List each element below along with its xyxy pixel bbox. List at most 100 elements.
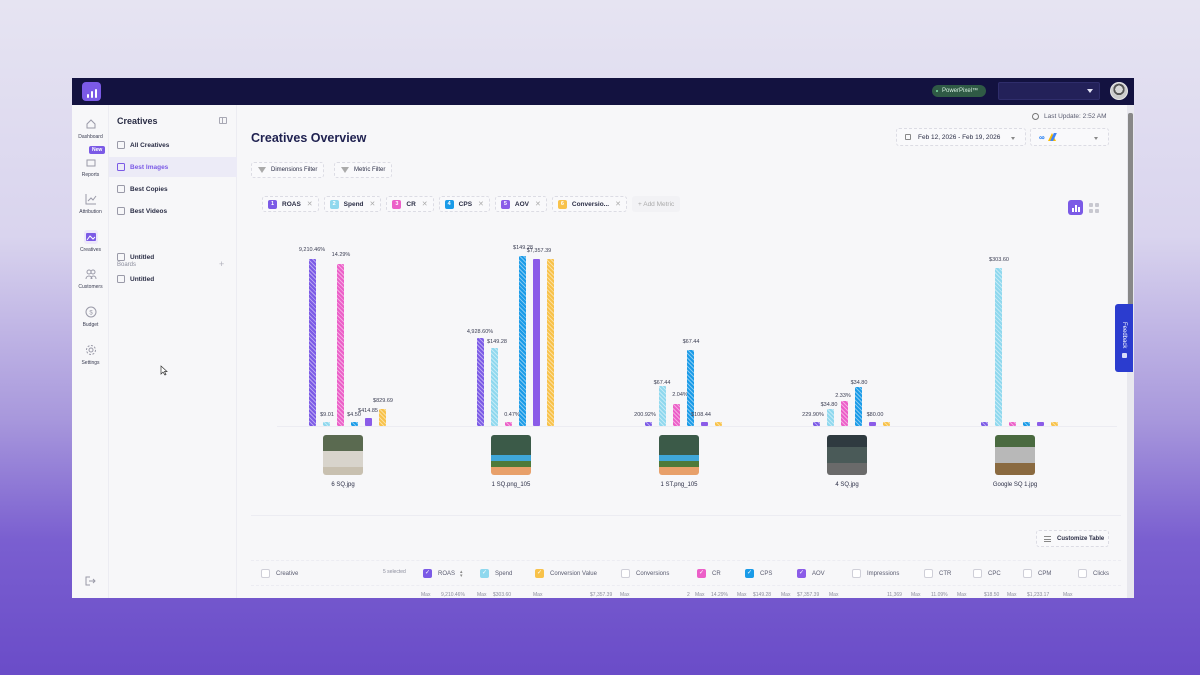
remove-metric-icon[interactable]: ✕ xyxy=(306,201,313,208)
remove-metric-icon[interactable]: ✕ xyxy=(478,201,484,208)
column-creative[interactable]: Creative xyxy=(261,569,298,578)
column-checkbox[interactable] xyxy=(924,569,933,578)
bar-cps[interactable] xyxy=(1023,422,1030,426)
rail-item-settings[interactable]: Settings xyxy=(72,343,109,366)
bar-cps[interactable] xyxy=(519,256,526,426)
column-checkbox[interactable] xyxy=(621,569,630,578)
subnav-item-best-copies[interactable]: Best Copies xyxy=(109,179,237,199)
bar-spend[interactable] xyxy=(659,386,666,426)
column-checkbox[interactable]: ✓ xyxy=(480,569,489,578)
bar-cr[interactable] xyxy=(1009,422,1016,426)
bar-cps[interactable] xyxy=(687,350,694,426)
bar-aov[interactable] xyxy=(701,422,708,426)
chart-group[interactable]: 229.90% $34.80 2.33% $34.80 $80.00 4 SQ.… xyxy=(802,235,923,515)
platform-selector[interactable]: ∞ xyxy=(1030,128,1109,146)
subnav-item-best-images[interactable]: Best Images xyxy=(109,157,237,177)
bar-cps[interactable] xyxy=(351,422,358,426)
column-checkbox[interactable]: ✓ xyxy=(535,569,544,578)
logo-icon[interactable] xyxy=(82,82,101,101)
remove-metric-icon[interactable]: ✕ xyxy=(535,201,541,208)
bar-conversion-value[interactable] xyxy=(547,259,554,426)
column-cps[interactable]: ✓ CPS xyxy=(745,569,772,578)
bar-cps[interactable] xyxy=(855,387,862,426)
metric-chip-cr[interactable]: 3 CR ✕ xyxy=(386,196,434,212)
rail-item-customers[interactable]: Customers xyxy=(72,267,109,290)
remove-metric-icon[interactable]: ✕ xyxy=(615,201,621,208)
metric-filter-button[interactable]: Metric Filter xyxy=(334,162,393,178)
bar-aov[interactable] xyxy=(365,418,372,426)
creative-thumbnail[interactable] xyxy=(827,435,867,475)
dimensions-filter-button[interactable]: Dimensions Filter xyxy=(251,162,325,178)
bar-chart-view-button[interactable] xyxy=(1068,200,1083,215)
add-metric-button[interactable]: + Add Metric xyxy=(631,196,681,212)
bar-roas[interactable] xyxy=(645,422,652,426)
column-conversions[interactable]: Conversions xyxy=(621,569,669,578)
rail-item-attribution[interactable]: Attribution xyxy=(72,192,109,215)
bar-spend[interactable] xyxy=(995,268,1002,426)
column-conversion-value[interactable]: ✓ Conversion Value xyxy=(535,569,597,578)
select-all-checkbox[interactable] xyxy=(261,569,270,578)
column-spend[interactable]: ✓ Spend xyxy=(480,569,512,578)
rail-item-reports[interactable]: New Reports xyxy=(72,146,109,178)
column-impressions[interactable]: Impressions xyxy=(852,569,899,578)
bar-conversion-value[interactable] xyxy=(715,422,722,426)
rail-item-dashboard[interactable]: Dashboard xyxy=(72,117,109,140)
column-aov[interactable]: ✓ AOV xyxy=(797,569,825,578)
bar-cr[interactable] xyxy=(337,264,344,426)
metric-chip-aov[interactable]: 5 AOV ✕ xyxy=(494,196,547,212)
sort-icon[interactable]: ▴ ▾ xyxy=(460,568,463,579)
bar-roas[interactable] xyxy=(309,259,316,426)
chart-group[interactable]: 4,928.60% $149.28 0.47% $149.28 $7,357.3… xyxy=(467,235,587,515)
creative-thumbnail[interactable] xyxy=(491,435,531,475)
bar-roas[interactable] xyxy=(813,422,820,426)
chart-group[interactable]: 9,210.46% $9.01 14.29% $4.50 $414.85 $82… xyxy=(299,235,419,515)
subnav-item-all-creatives[interactable]: All Creatives xyxy=(109,135,237,155)
date-range-picker[interactable]: Feb 12, 2026 - Feb 19, 2026 xyxy=(896,128,1026,146)
rail-item-creatives[interactable]: Creatives xyxy=(72,230,109,253)
grid-view-button[interactable] xyxy=(1086,200,1101,215)
metric-chip-spend[interactable]: 2 Spend ✕ xyxy=(323,196,382,212)
column-ctr[interactable]: CTR xyxy=(924,569,951,578)
column-checkbox[interactable]: ✓ xyxy=(745,569,754,578)
user-avatar[interactable] xyxy=(1110,82,1128,100)
bar-conversion-value[interactable] xyxy=(883,422,890,426)
metric-chip-roas[interactable]: 1 ROAS ✕ xyxy=(262,196,319,212)
column-checkbox[interactable] xyxy=(1023,569,1032,578)
chart-group[interactable]: 200.92% $67.44 2.04% $67.44 $108.44 1 ST… xyxy=(634,235,755,515)
logout-icon[interactable] xyxy=(84,575,96,587)
remove-metric-icon[interactable]: ✕ xyxy=(369,201,376,208)
subnav-item-best-videos[interactable]: Best Videos xyxy=(109,201,237,221)
add-board-icon[interactable]: + xyxy=(219,259,225,269)
bar-cr[interactable] xyxy=(505,422,512,426)
bar-cr[interactable] xyxy=(841,401,848,426)
creative-thumbnail[interactable] xyxy=(323,435,363,475)
column-checkbox[interactable] xyxy=(852,569,861,578)
creative-thumbnail[interactable] xyxy=(995,435,1035,475)
column-checkbox[interactable] xyxy=(1078,569,1087,578)
brand-badge[interactable]: PowerPixel™ xyxy=(932,85,987,97)
bar-spend[interactable] xyxy=(827,409,834,426)
collapse-sidebar-icon[interactable] xyxy=(219,117,227,124)
column-checkbox[interactable]: ✓ xyxy=(697,569,706,578)
column-clicks[interactable]: Clicks xyxy=(1078,569,1109,578)
column-roas[interactable]: ✓ ROAS ▴ ▾ xyxy=(423,569,463,578)
board-item[interactable]: Untitled xyxy=(109,247,237,267)
chart-group[interactable]: $303.60 Google SQ 1.jpg xyxy=(971,235,1091,515)
bar-aov[interactable] xyxy=(1037,422,1044,426)
rail-item-budget[interactable]: $ Budget xyxy=(72,305,109,328)
column-cpc[interactable]: CPC xyxy=(973,569,1001,578)
remove-metric-icon[interactable]: ✕ xyxy=(421,201,428,208)
bar-conversion-value[interactable] xyxy=(379,409,386,426)
metric-chip-cps[interactable]: 4 CPS ✕ xyxy=(438,196,490,212)
bar-conversion-value[interactable] xyxy=(1051,422,1058,426)
bar-roas[interactable] xyxy=(477,338,484,426)
creative-thumbnail[interactable] xyxy=(659,435,699,475)
scrollbar-thumb[interactable] xyxy=(1128,113,1133,309)
board-item[interactable]: Untitled xyxy=(109,269,237,289)
feedback-tab[interactable]: Feedback xyxy=(1115,304,1133,372)
bar-aov[interactable] xyxy=(533,259,540,426)
column-checkbox[interactable]: ✓ xyxy=(797,569,806,578)
bar-cr[interactable] xyxy=(673,404,680,426)
bar-spend[interactable] xyxy=(323,422,330,426)
column-cpm[interactable]: CPM xyxy=(1023,569,1051,578)
